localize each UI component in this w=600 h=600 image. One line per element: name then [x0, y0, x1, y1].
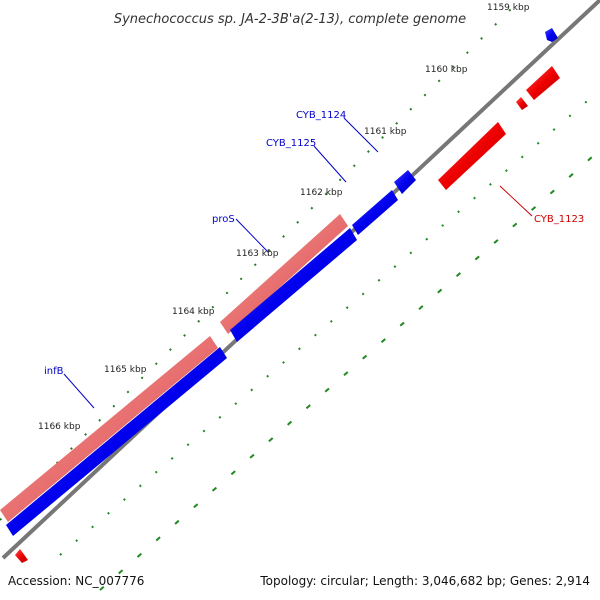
gene-labels: CYB_1124 CYB_1125 proS infB CYB_1123	[44, 110, 584, 409]
gene-small-top-arrow[interactable]	[545, 28, 558, 42]
gene-infB-arrow[interactable]	[6, 347, 227, 536]
reverse-genes	[15, 66, 560, 563]
gc-track	[59, 89, 600, 591]
gene-label-CYB_1124[interactable]: CYB_1124	[296, 110, 346, 121]
gene-label-proS[interactable]: proS	[212, 214, 235, 225]
gene-label-infB[interactable]: infB	[44, 366, 64, 377]
gene-proS-arrow[interactable]	[230, 228, 357, 342]
callout-line	[235, 218, 269, 253]
tick-label: 1160 kbp	[425, 65, 468, 75]
genome-info: Topology: circular; Length: 3,046,682 bp…	[260, 574, 590, 588]
callout-line	[499, 185, 533, 217]
gene-CYB_1123-arrow[interactable]	[438, 122, 506, 190]
tick-track	[0, 0, 521, 521]
tick-label: 1161 kbp	[364, 127, 407, 137]
tick-labels: 1159 kbp 1160 kbp 1161 kbp 1162 kbp 1163…	[38, 3, 530, 432]
map-title: Synechococcus sp. JA-2-3B'a(2-13), compl…	[114, 12, 466, 27]
gene-reverse-upper-arrow[interactable]	[526, 66, 560, 100]
rna-feature	[0, 336, 218, 522]
rna-feature	[220, 214, 348, 334]
callout-line	[313, 145, 347, 183]
gene-label-CYB_1123[interactable]: CYB_1123	[534, 214, 584, 225]
accession-label: Accession: NC_007776	[8, 574, 145, 588]
tick-label: 1163 kbp	[236, 249, 279, 259]
callout-line	[63, 373, 95, 409]
gene-reverse-bottom-arrow[interactable]	[15, 549, 28, 563]
tick-label: 1166 kbp	[38, 422, 81, 432]
tick-label: 1162 kbp	[300, 188, 343, 198]
rna-track	[0, 214, 348, 522]
gene-reverse-small-arrow[interactable]	[516, 97, 528, 110]
gene-CYB_1125-arrow[interactable]	[352, 190, 398, 235]
callout-line	[343, 117, 379, 153]
gene-label-CYB_1125[interactable]: CYB_1125	[266, 138, 316, 149]
tick-label: 1165 kbp	[104, 365, 147, 375]
tick-label: 1159 kbp	[487, 3, 530, 13]
forward-genes	[6, 28, 558, 536]
gene-CYB_1124-arrow[interactable]	[394, 170, 416, 194]
tick-label: 1164 kbp	[172, 307, 215, 317]
